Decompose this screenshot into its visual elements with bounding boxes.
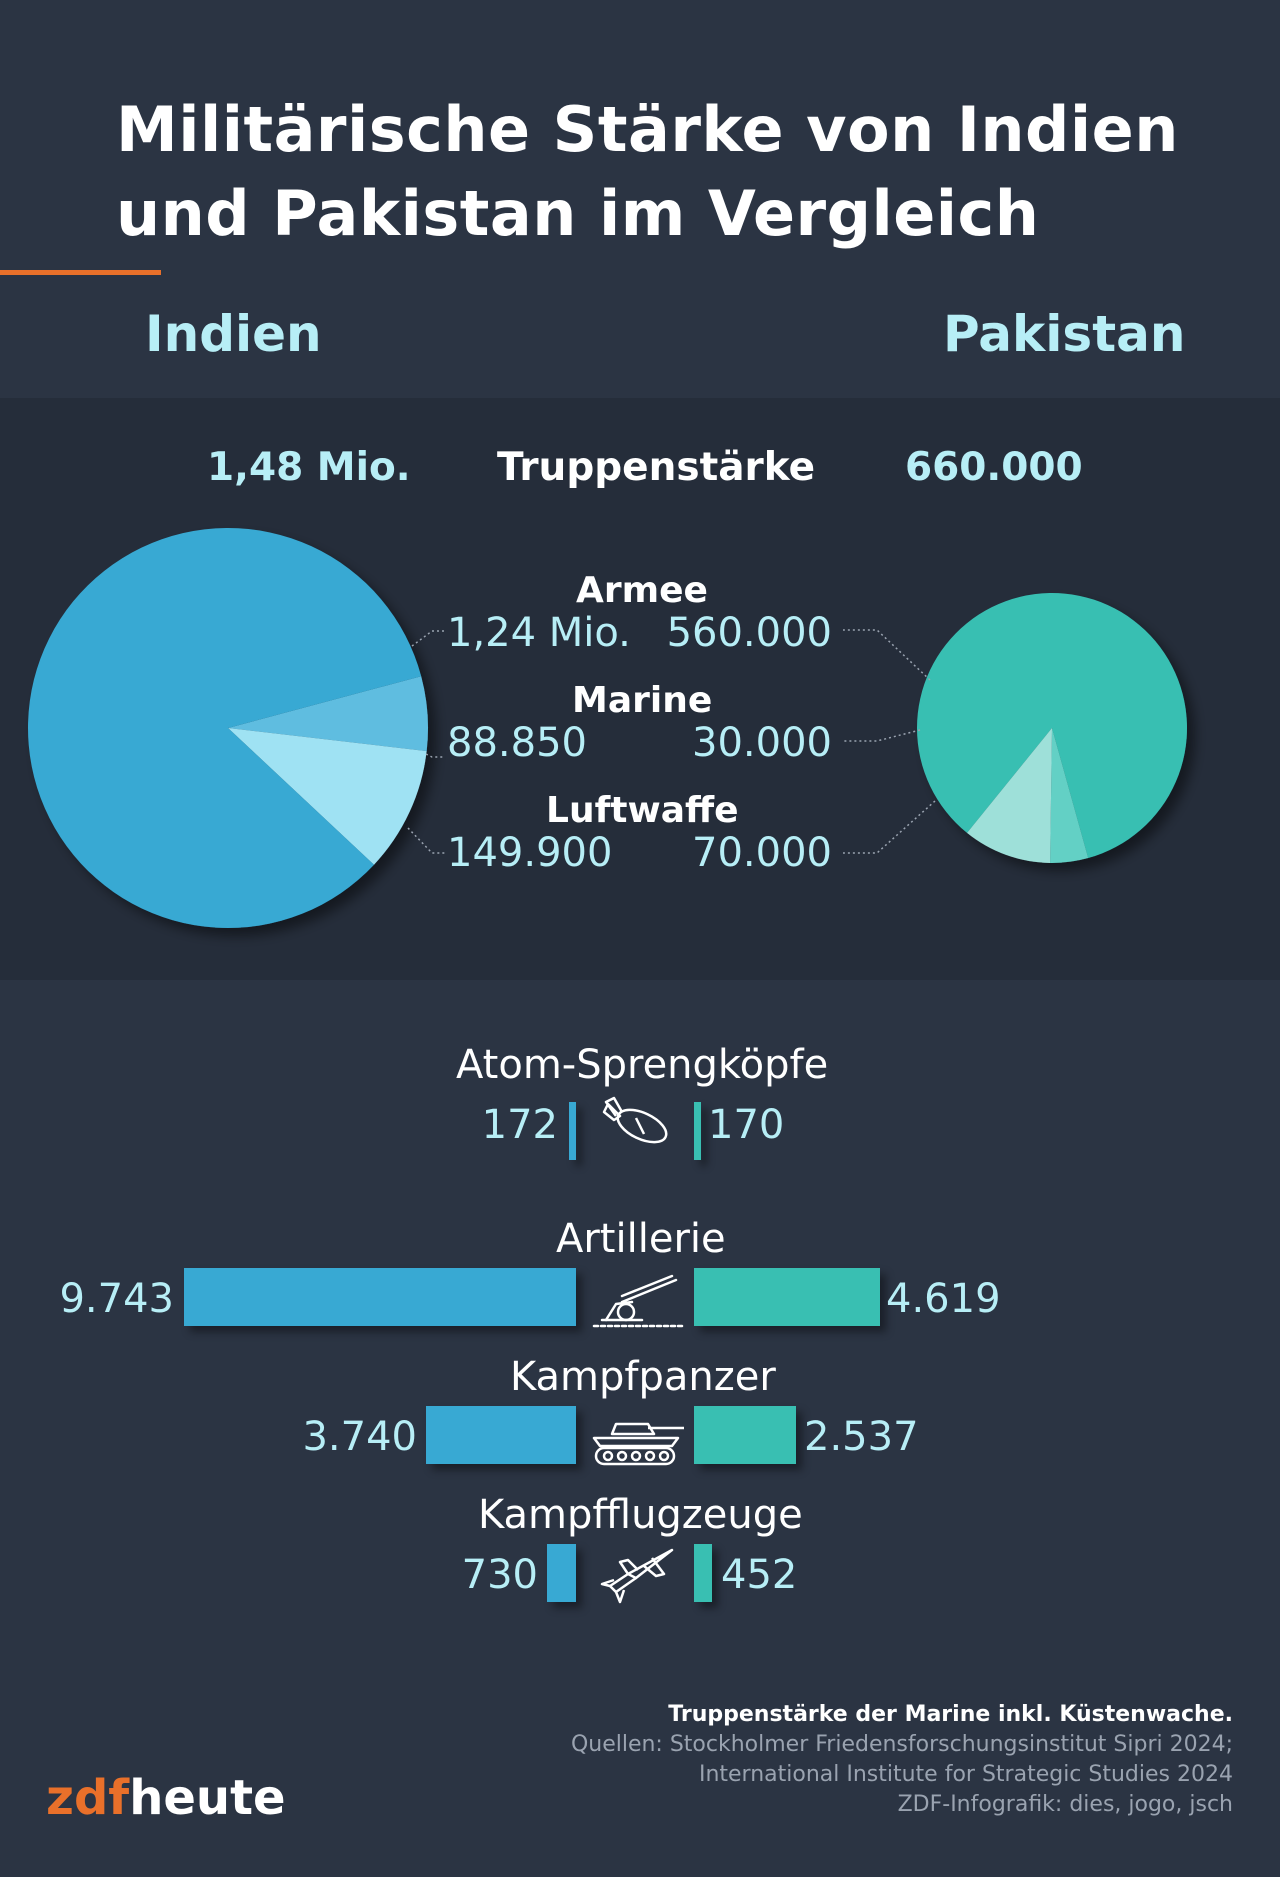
pakistan-atom-bar	[694, 1102, 701, 1160]
india-luftwaffe-value: 149.900	[447, 830, 613, 876]
pakistan-kampfflugzeuge-bar	[694, 1544, 713, 1602]
category-label-kampfpanzer: Kampfpanzer	[510, 1354, 776, 1400]
title-line-1: Militärische Stärke von Indien	[116, 93, 1179, 166]
india-kampfflugzeuge-bar	[546, 1544, 576, 1602]
category-label-kampfflugzeuge: Kampfflugzeuge	[478, 1492, 803, 1538]
connector-india-luftwaffe	[407, 827, 445, 854]
india-kampfflugzeuge-value: 730	[461, 1552, 538, 1598]
india-atom-bar	[569, 1102, 576, 1160]
connector-lines	[407, 629, 936, 854]
pakistan-luftwaffe-value: 70.000	[692, 830, 832, 876]
title-line-2: und Pakistan im Vergleich	[116, 177, 1040, 250]
pakistan-kampfpanzer-value: 2.537	[804, 1414, 919, 1460]
row-label-luftwaffe: Luftwaffe	[546, 790, 739, 831]
india-slice-luftwaffe	[228, 728, 427, 865]
pakistan-artillerie-value: 4.619	[886, 1276, 1001, 1322]
fighter-jet-icon	[600, 1548, 674, 1604]
connector-pak-armee	[843, 629, 931, 681]
footer-credit: ZDF-Infografik: dies, jogo, jsch	[897, 1792, 1233, 1817]
pakistan-kampfpanzer-bar	[694, 1406, 797, 1464]
pakistan-artillerie-bar	[694, 1268, 880, 1326]
logo-heute: heute	[129, 1770, 286, 1826]
pakistan-armee-value: 560.000	[666, 610, 832, 656]
footer-source-1: Quellen: Stockholmer Friedensforschungsi…	[570, 1732, 1233, 1757]
row-label-marine: Marine	[572, 680, 713, 721]
pakistan-total-troops: 660.000	[905, 445, 1083, 490]
pakistan-kampfflugzeuge-value: 452	[721, 1552, 798, 1598]
category-label-artillerie: Artillerie	[556, 1216, 726, 1262]
row-label-armee: Armee	[576, 570, 708, 611]
connector-pak-luftwaffe	[843, 800, 936, 854]
india-kampfpanzer-value: 3.740	[302, 1414, 417, 1460]
pakistan-slice-luftwaffe	[967, 728, 1052, 863]
footer-sources: Truppenstärke der Marine inkl. Küstenwac…	[571, 1700, 1233, 1820]
tank-icon	[592, 1422, 684, 1466]
category-label-atom: Atom-Sprengköpfe	[456, 1042, 829, 1088]
country-label-india: Indien	[145, 305, 322, 363]
pakistan-marine-value: 30.000	[692, 720, 832, 766]
footer-source-2: International Institute for Strategic St…	[698, 1762, 1233, 1787]
troops-heading: Truppenstärke	[497, 445, 816, 490]
accent-divider	[0, 270, 161, 275]
india-artillerie-bar	[184, 1268, 576, 1326]
india-atom-value: 172	[481, 1102, 558, 1148]
india-pie	[27, 528, 428, 928]
india-kampfpanzer-bar	[425, 1406, 576, 1464]
india-marine-value: 88.850	[447, 720, 587, 766]
footer-note: Truppenstärke der Marine inkl. Küstenwac…	[668, 1702, 1233, 1727]
india-armee-value: 1,24 Mio.	[447, 610, 631, 656]
connector-pak-marine	[843, 729, 921, 742]
zdfheute-logo: zdfheute	[46, 1770, 286, 1826]
pakistan-atom-value: 170	[708, 1102, 785, 1148]
pakistan-slice-armee	[917, 593, 1187, 859]
troop-pies	[27, 528, 1187, 928]
connector-india-armee	[411, 630, 445, 647]
india-slice-armee	[27, 528, 422, 928]
pakistan-slice-marine	[1050, 728, 1089, 863]
india-artillerie-value: 9.743	[59, 1276, 174, 1322]
pakistan-pie	[917, 593, 1187, 863]
country-label-pakistan: Pakistan	[943, 305, 1186, 363]
page-title: Militärische Stärke von Indien und Pakis…	[116, 88, 1216, 256]
bomb-icon	[602, 1096, 668, 1144]
connector-india-marine	[425, 753, 445, 758]
artillery-icon	[592, 1274, 684, 1328]
logo-zdf: zdf	[46, 1770, 130, 1826]
india-slice-marine	[228, 676, 428, 752]
india-total-troops: 1,48 Mio.	[207, 445, 411, 490]
